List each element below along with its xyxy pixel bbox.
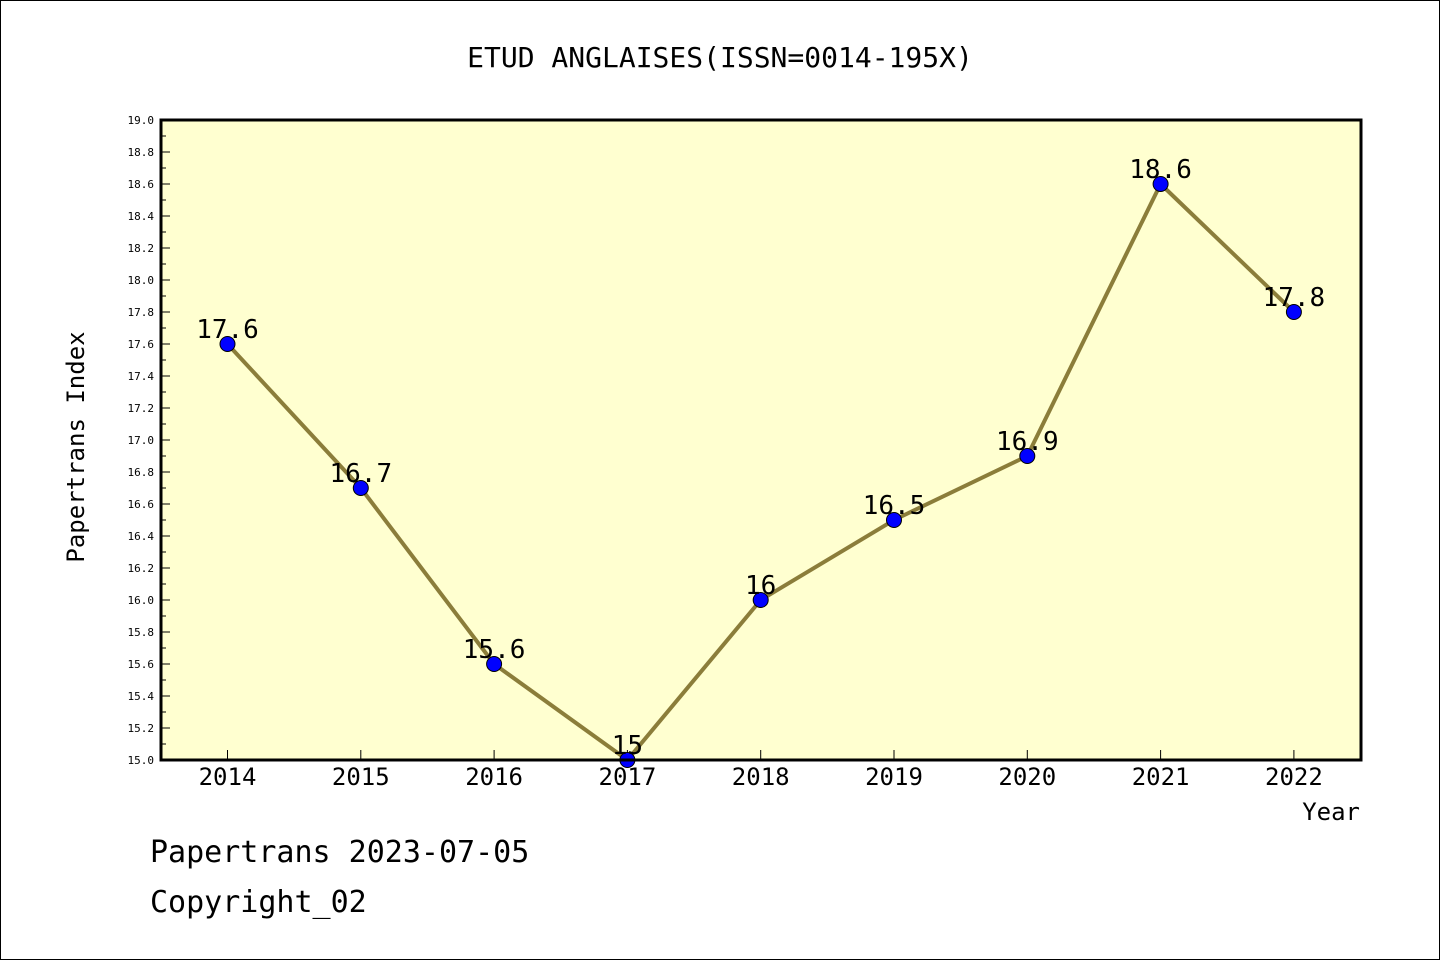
y-tick-label: 17.2: [128, 402, 155, 415]
plot-area: [161, 120, 1361, 760]
data-label: 17.8: [1263, 283, 1326, 313]
y-tick-label: 18.0: [128, 274, 155, 287]
y-tick-label: 15.6: [128, 658, 155, 671]
y-tick-label: 18.2: [128, 242, 155, 255]
data-point: [219, 336, 236, 352]
data-label: 16.5: [863, 491, 926, 521]
y-axis-label: Papertrans Index: [62, 331, 90, 562]
data-point: [1152, 176, 1169, 192]
footer-copyright-text: Copyright_02: [150, 885, 367, 920]
y-tick-label: 16.6: [128, 498, 155, 511]
data-point: [1285, 304, 1302, 320]
data-point: [486, 656, 503, 672]
x-tick-label: 2019: [865, 763, 923, 791]
y-tick-label: 16.0: [128, 594, 155, 607]
y-tick-label: 16.8: [128, 466, 155, 479]
y-tick-label: 17.4: [128, 370, 155, 383]
y-tick-label: 16.2: [128, 562, 155, 575]
data-label: 17.6: [196, 315, 259, 345]
y-tick-label: 18.8: [128, 146, 155, 159]
x-tick-label: 2020: [998, 763, 1056, 791]
data-point: [352, 480, 369, 496]
footer-date-text: Papertrans 2023-07-05: [150, 835, 530, 870]
y-tick-label: 16.4: [128, 530, 155, 543]
data-point: [752, 592, 769, 608]
y-tick-label: 17.0: [128, 434, 155, 447]
y-tick-label: 18.6: [128, 178, 155, 191]
y-tick-label: 17.6: [128, 338, 155, 351]
data-labels-layer: 17.6 16.7 15.6 15 16 16.5 16.9 18.6 17.8: [196, 155, 1325, 761]
x-tick-label: 2014: [199, 763, 257, 791]
data-label: 15.6: [463, 635, 526, 665]
data-point: [1019, 448, 1036, 464]
y-tick-label: 15.4: [128, 690, 155, 703]
chart-title: ETUD ANGLAISES(ISSN=0014-195X): [467, 41, 973, 74]
x-tick-label: 2016: [465, 763, 523, 791]
y-tick-label: 19.0: [128, 114, 155, 127]
data-label: 16: [745, 571, 776, 601]
plot-border: [159, 118, 1363, 762]
x-tick-label: 2022: [1265, 763, 1323, 791]
data-label: 16.9: [996, 427, 1059, 457]
series-layer: [219, 176, 1302, 768]
y-tick-label: 18.4: [128, 210, 155, 223]
x-axis-ticks: 2014 2015 2016 2017 2018 2019 2020 2021 2022: [199, 750, 1323, 791]
x-tick-label: 2018: [732, 763, 790, 791]
data-label: 15: [612, 731, 643, 761]
y-tick-label: 15.8: [128, 626, 155, 639]
data-label: 16.7: [329, 459, 392, 489]
y-tick-label: 17.8: [128, 306, 155, 319]
x-tick-label: 2021: [1132, 763, 1190, 791]
y-tick-label: 15.2: [128, 722, 155, 735]
data-point: [886, 512, 902, 528]
data-label: 18.6: [1129, 155, 1192, 185]
y-tick-label: 15.0: [128, 754, 155, 767]
x-axis-label: Year: [1302, 798, 1360, 826]
x-tick-label: 2015: [332, 763, 390, 791]
